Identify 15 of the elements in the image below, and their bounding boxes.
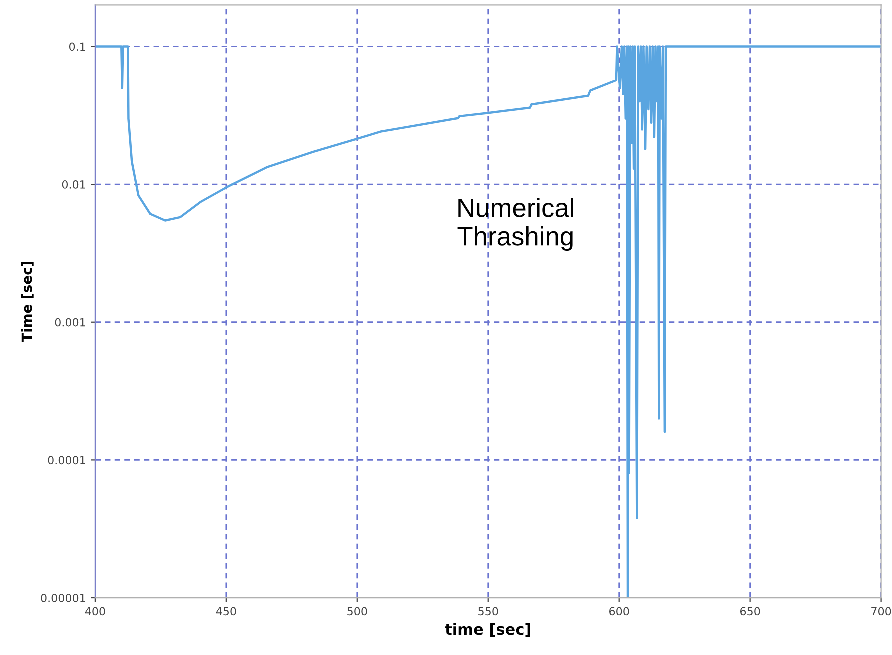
x-tick-label: 450	[216, 607, 236, 616]
y-tick-label: 0.0001	[48, 456, 86, 465]
annotation: Numerical Thrashing	[458, 198, 574, 252]
x-tick-label: 600	[610, 607, 630, 616]
x-tick-label: 500	[348, 607, 368, 616]
x-tick-label: 650	[740, 607, 760, 616]
y-axis-title: Time [sec]	[21, 262, 34, 342]
x-tick-label: 550	[478, 607, 498, 616]
y-tick-label: 0.001	[55, 318, 86, 327]
x-tick-label: 700	[872, 607, 892, 616]
y-tick-label: 0.01	[62, 180, 86, 189]
y-tick-label: 0.00001	[41, 594, 86, 602]
x-axis-title: time [sec]	[445, 623, 530, 637]
x-tick-label: 400	[85, 607, 106, 616]
y-tick-label: 0.1	[69, 42, 86, 52]
